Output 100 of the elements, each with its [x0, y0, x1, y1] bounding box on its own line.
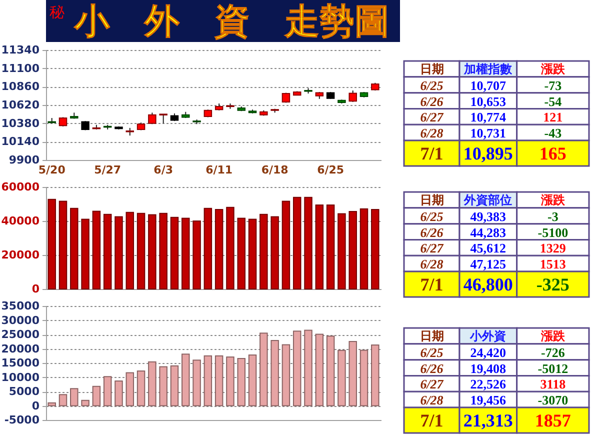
candlestick — [348, 90, 357, 102]
text: 7/1 — [420, 274, 444, 294]
text: 7/1 — [420, 143, 444, 164]
y-tick-label: 40000 — [1, 214, 40, 228]
text: 45,612 — [470, 240, 506, 256]
y-tick-label: 20000 — [1, 248, 40, 262]
y-tick-label: 11340 — [1, 44, 40, 56]
text: -73 — [544, 78, 562, 93]
text: 1857 — [534, 410, 571, 430]
y-tick-label: 20000 — [1, 342, 40, 356]
x-tick-label: 6/25 — [317, 164, 344, 176]
bar — [248, 218, 257, 290]
bar — [48, 402, 56, 406]
bar — [126, 372, 134, 406]
text: 19,456 — [470, 392, 506, 408]
bar — [360, 208, 368, 290]
text: -726 — [541, 344, 565, 360]
text: 6/26 — [420, 360, 444, 376]
y-tick-label: 30000 — [1, 314, 40, 327]
bar — [204, 208, 212, 290]
text: 121 — [543, 110, 563, 125]
bar — [237, 358, 246, 406]
bar — [58, 200, 68, 290]
bar — [159, 212, 168, 290]
bar — [103, 214, 112, 290]
text: -54 — [544, 94, 562, 109]
category-label: 外資部位 — [463, 192, 512, 207]
category-label: 漲跌 — [540, 62, 566, 76]
text: 秘 — [50, 3, 64, 21]
bar — [81, 400, 90, 406]
y-tick-label: 35000 — [1, 300, 40, 312]
bar — [114, 216, 123, 290]
category-label: 日期 — [420, 192, 444, 207]
bar — [148, 361, 156, 406]
y-tick-label: 10860 — [1, 80, 40, 94]
y-tick-label: 60000 — [1, 180, 40, 194]
y-tick-label: 15000 — [1, 356, 40, 370]
bar — [58, 394, 68, 406]
text: 1513 — [540, 256, 566, 272]
text: 10,707 — [470, 78, 506, 93]
bar — [304, 196, 312, 290]
bar — [248, 354, 257, 406]
bar — [226, 356, 234, 406]
bar — [348, 341, 357, 406]
text: 10,731 — [470, 126, 506, 141]
text: 7/1 — [420, 410, 444, 430]
text: 165 — [539, 143, 566, 164]
y-tick-label: 10140 — [1, 135, 40, 148]
y-tick-label: 10620 — [1, 98, 40, 112]
bar — [148, 214, 156, 290]
text: 21,313 — [463, 410, 513, 430]
x-tick-label: 5/27 — [94, 164, 122, 176]
bar — [326, 336, 335, 406]
bar — [348, 210, 357, 290]
bar — [270, 340, 279, 406]
category-label: 加權指數 — [463, 62, 514, 76]
bar — [182, 354, 190, 406]
text: 44,283 — [470, 224, 506, 240]
bar — [304, 330, 312, 406]
text: 22,526 — [470, 376, 506, 392]
text: 6/28 — [420, 392, 444, 408]
bar — [159, 366, 168, 406]
bar — [214, 355, 224, 406]
text: -3070 — [538, 392, 568, 408]
text: -3 — [548, 208, 558, 224]
text: -325 — [536, 274, 570, 294]
y-tick-label: 25000 — [1, 328, 40, 341]
text: -43 — [544, 126, 562, 141]
bar — [81, 218, 90, 290]
bar — [282, 200, 290, 290]
y-tick-label: 0 — [32, 282, 40, 296]
text: 3118 — [540, 376, 566, 392]
bar — [237, 218, 246, 290]
text: 46,800 — [463, 274, 513, 294]
y-tick-label: 0 — [32, 399, 40, 412]
bar — [48, 198, 56, 290]
bar — [270, 216, 279, 290]
bar — [371, 208, 380, 290]
y-tick-label: 11100 — [1, 62, 40, 75]
bar — [136, 370, 146, 406]
category-label: 漲跌 — [540, 192, 566, 207]
y-tick-label: -5000 — [4, 414, 40, 426]
candlestick — [159, 114, 168, 124]
bar — [315, 204, 324, 290]
chart-title: 小 外 資 走勢圖 — [74, 2, 390, 42]
text: 6/28 — [420, 256, 444, 272]
bar — [92, 210, 101, 290]
bar — [260, 214, 268, 290]
y-tick-label: 5000 — [8, 385, 40, 398]
category-label: 日期 — [420, 328, 444, 343]
text: 6/26 — [420, 94, 444, 109]
text: 6/28 — [420, 126, 444, 141]
text: 6/26 — [420, 224, 444, 240]
bar — [192, 220, 201, 290]
bar — [315, 334, 324, 406]
text: 6/27 — [420, 240, 444, 256]
bar — [260, 332, 268, 406]
bar — [204, 355, 212, 406]
bar — [103, 376, 112, 406]
bar — [338, 350, 346, 406]
